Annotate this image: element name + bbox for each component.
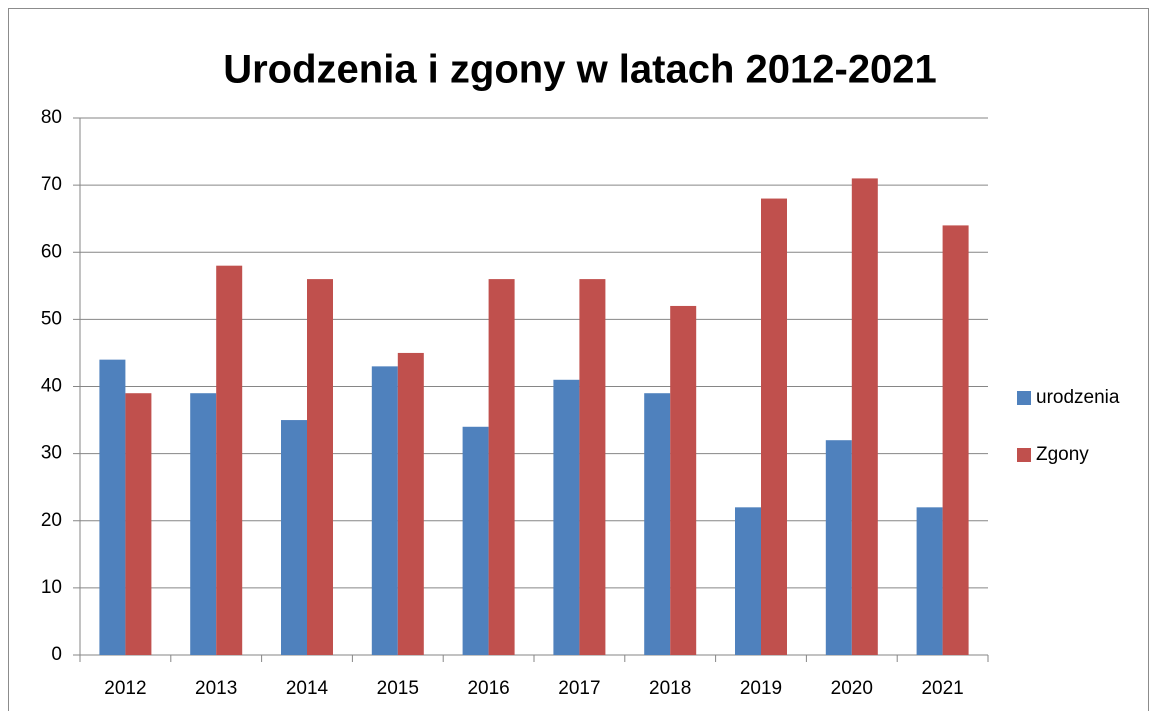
y-tick-label: 70 xyxy=(41,174,62,195)
x-tick-label: 2020 xyxy=(831,678,873,699)
bar xyxy=(307,279,333,655)
legend-swatch xyxy=(1017,448,1031,462)
y-tick-label: 20 xyxy=(41,510,62,531)
x-tick-label: 2014 xyxy=(286,678,329,699)
y-tick-label: 10 xyxy=(41,577,62,598)
y-tick-label: 30 xyxy=(41,443,62,464)
bar xyxy=(125,393,152,655)
x-tick-label: 2016 xyxy=(467,678,509,699)
bar xyxy=(916,507,943,655)
chart-title: Urodzenia i zgony w latach 2012-2021 xyxy=(223,48,937,92)
bar xyxy=(99,359,126,655)
y-tick-label: 0 xyxy=(51,644,62,665)
bar xyxy=(488,279,515,655)
legend-label: Zgony xyxy=(1036,444,1089,465)
x-tick-label: 2012 xyxy=(104,678,146,699)
bar xyxy=(761,198,787,656)
x-tick-label: 2018 xyxy=(649,678,691,699)
bar xyxy=(670,305,697,655)
bar xyxy=(216,265,243,655)
x-tick-label: 2015 xyxy=(377,678,419,699)
x-tick-label: 2019 xyxy=(740,678,782,699)
legend-swatch xyxy=(1017,391,1031,405)
x-tick-label: 2017 xyxy=(558,678,600,699)
bar xyxy=(190,393,217,655)
legend-label: urodzenia xyxy=(1036,387,1120,408)
bar xyxy=(644,393,671,655)
bar xyxy=(371,366,398,655)
y-tick-label: 50 xyxy=(41,308,62,329)
bar xyxy=(735,507,761,655)
bar xyxy=(281,420,307,655)
bar xyxy=(851,178,878,655)
bar xyxy=(462,426,489,655)
x-tick-label: 2013 xyxy=(195,678,237,699)
bar xyxy=(579,279,606,655)
bar xyxy=(553,379,580,655)
x-tick-label: 2021 xyxy=(921,678,963,699)
y-tick-label: 80 xyxy=(41,107,62,128)
y-tick-label: 60 xyxy=(41,241,62,262)
bar xyxy=(825,440,852,655)
bar xyxy=(942,225,969,655)
y-tick-label: 40 xyxy=(41,376,62,397)
bar xyxy=(397,352,424,655)
